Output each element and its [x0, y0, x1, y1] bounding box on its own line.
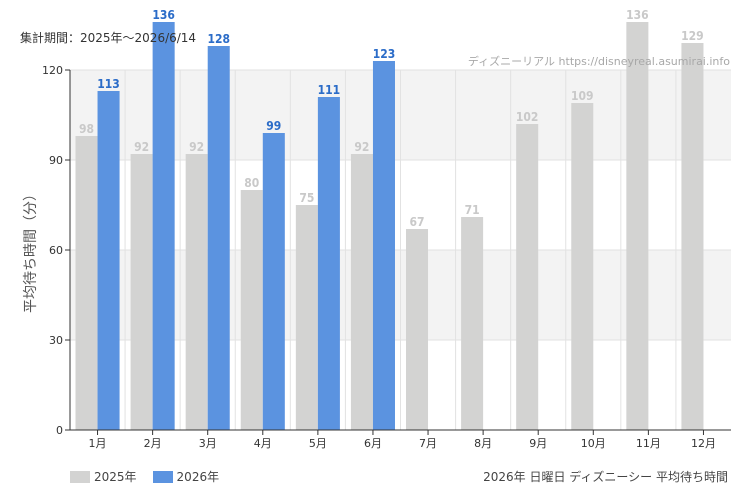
legend-label-2026: 2026年	[176, 470, 220, 484]
y-tick-label: 90	[49, 154, 63, 167]
x-tick-label: 11月	[636, 437, 661, 450]
x-tick-label: 12月	[691, 437, 716, 450]
bar	[406, 229, 429, 430]
y-tick-label: 120	[42, 64, 63, 77]
bar-value-label: 99	[266, 119, 281, 133]
y-tick-label: 60	[49, 244, 63, 257]
legend-swatch-2026	[152, 470, 173, 483]
x-tick-label: 5月	[309, 437, 327, 450]
bar-value-label: 129	[681, 29, 704, 43]
bar	[571, 103, 594, 430]
bar	[350, 154, 373, 430]
bar-value-label: 98	[79, 122, 94, 136]
legend-item-2026[interactable]: 2026年	[152, 468, 220, 485]
bar-value-label: 102	[516, 110, 539, 124]
bar-value-label: 136	[152, 8, 175, 22]
bar	[185, 154, 208, 430]
bar	[262, 133, 285, 430]
bar	[75, 136, 98, 430]
bar	[372, 61, 395, 430]
bar	[317, 97, 340, 430]
x-tick-label: 1月	[89, 437, 107, 450]
bar-value-label: 113	[97, 77, 120, 91]
chart-title: 2026年 日曜日 ディズニーシー 平均待ち時間	[483, 470, 728, 484]
x-tick-label: 3月	[199, 437, 217, 450]
legend-swatch-2025	[70, 470, 90, 483]
legend-label-2025: 2025年	[94, 470, 137, 484]
x-tick-label: 7月	[419, 437, 437, 450]
x-tick-label: 6月	[364, 437, 382, 450]
bar-value-label: 71	[465, 203, 480, 217]
bar-value-label: 136	[626, 8, 649, 22]
bar	[516, 124, 539, 430]
legend: 2025年 2026年	[70, 468, 235, 485]
aggregation-period: 集計期間：2025年〜2026/6/14	[20, 31, 197, 45]
bar-value-label: 92	[134, 140, 149, 154]
x-tick-label: 8月	[474, 437, 492, 450]
x-tick-label: 4月	[254, 437, 272, 450]
y-axis-label: 平均待ち時間（分）	[23, 187, 39, 313]
bar-value-label: 92	[354, 140, 369, 154]
bar-value-label: 123	[373, 47, 396, 61]
bar-value-label: 128	[207, 32, 230, 46]
bar	[207, 46, 230, 430]
bar-value-label: 67	[410, 215, 425, 229]
bar-value-label: 109	[571, 89, 594, 103]
bar	[152, 22, 175, 430]
bar	[461, 217, 484, 430]
bar	[626, 22, 649, 430]
x-tick-label: 2月	[144, 437, 162, 450]
bar-value-label: 80	[244, 176, 259, 190]
x-tick-label: 10月	[581, 437, 606, 450]
bar	[130, 154, 153, 430]
y-tick-label: 0	[56, 424, 63, 437]
bar	[681, 43, 704, 430]
bar	[240, 190, 263, 430]
bar	[295, 205, 318, 430]
bar-value-label: 111	[318, 83, 341, 97]
y-tick-label: 30	[49, 334, 63, 347]
x-tick-label: 9月	[529, 437, 547, 450]
legend-item-2025[interactable]: 2025年	[70, 468, 137, 485]
bar-value-label: 92	[189, 140, 204, 154]
bar-value-label: 75	[299, 191, 314, 205]
bar	[97, 91, 120, 430]
site-watermark: ディズニーリアル https://disneyreal.asumirai.inf…	[467, 55, 730, 68]
